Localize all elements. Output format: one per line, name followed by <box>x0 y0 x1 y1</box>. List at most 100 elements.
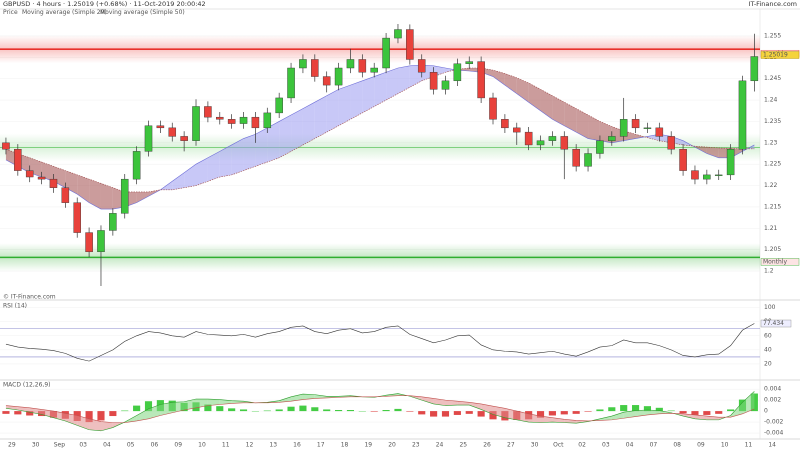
x-tick-label: 11 <box>222 442 230 449</box>
candle-body <box>144 125 153 152</box>
macd-cloud <box>172 401 185 413</box>
x-tick-label: Sep <box>54 442 66 449</box>
last-price-box <box>760 51 800 59</box>
candle-body <box>714 174 723 176</box>
candle-body <box>85 232 93 253</box>
ma-cloud <box>219 144 232 178</box>
x-tick-label: 11 <box>745 442 753 449</box>
histogram-bar <box>109 411 117 417</box>
histogram-bar <box>489 411 497 420</box>
candle-body <box>608 136 616 141</box>
candle-body <box>322 76 331 86</box>
x-tick-label: 10 <box>721 442 729 449</box>
x-tick-label: 30 <box>32 442 40 449</box>
candle-body <box>275 97 283 114</box>
ma-cloud <box>279 115 292 158</box>
ma-cloud <box>706 147 719 158</box>
histogram-bar <box>584 411 592 412</box>
histogram-bar <box>418 411 426 415</box>
histogram-bar <box>596 409 604 412</box>
candle-body <box>465 61 474 64</box>
histogram-bar <box>299 405 307 412</box>
ma-cloud <box>397 65 410 94</box>
macd-cloud <box>599 416 612 421</box>
histogram-bar <box>465 411 473 414</box>
candle-body <box>619 119 628 137</box>
candle-body <box>346 59 355 69</box>
macd-cloud <box>17 406 30 413</box>
histogram-bar <box>335 410 343 412</box>
candle-body <box>287 67 295 99</box>
histogram-bar <box>632 405 640 412</box>
y-tick-label: -0.004 <box>764 430 784 437</box>
macd-cloud <box>540 416 553 423</box>
macd-cloud <box>528 413 541 423</box>
histogram-bar <box>548 411 556 416</box>
candle-body <box>132 151 141 180</box>
ma-cloud <box>136 191 149 203</box>
ma-cloud <box>267 121 280 163</box>
candle-body <box>750 56 759 82</box>
candle-body <box>37 176 46 180</box>
y-tick-label: 1.2 <box>764 268 774 275</box>
macd-line <box>5 395 755 423</box>
last-price-label: 1.25019 <box>763 52 788 59</box>
moving-average <box>5 64 755 210</box>
candle-body <box>73 202 81 233</box>
x-tick-label: 13 <box>269 442 277 449</box>
x-tick-label: 05 <box>127 442 135 449</box>
histogram-bar <box>263 410 271 412</box>
histogram-bar <box>121 410 129 412</box>
y-tick-label: 100 <box>764 304 776 311</box>
x-tick-label: 09 <box>174 442 182 449</box>
macd-cloud <box>469 402 482 410</box>
macd-cloud <box>493 406 505 418</box>
macd-cloud <box>742 391 755 414</box>
candle-body <box>453 63 462 82</box>
candle-body <box>14 149 22 171</box>
ma-cloud <box>207 151 220 182</box>
moving-average <box>5 67 755 193</box>
candle-body <box>536 140 545 146</box>
candle-body <box>156 125 165 129</box>
macd-cloud <box>635 410 648 417</box>
ma-cloud <box>504 73 517 94</box>
candle-body <box>429 72 438 90</box>
candle-body <box>572 149 580 167</box>
macd-cloud <box>219 399 232 405</box>
y-tick-label: 1.21 <box>764 225 778 232</box>
y-tick-label: 1.235 <box>764 118 781 125</box>
candle-body <box>239 116 248 124</box>
histogram-bar <box>204 404 212 412</box>
candle-body <box>417 59 426 73</box>
macd-cloud <box>552 417 565 423</box>
histogram-bar <box>679 411 687 414</box>
macd-cloud <box>89 418 101 431</box>
histogram-bar <box>406 411 414 412</box>
ma-cloud <box>540 89 553 120</box>
histogram-bar <box>2 411 10 414</box>
y-tick-label: 1.245 <box>764 75 781 82</box>
ma-cloud <box>516 77 529 103</box>
ma-cloud <box>552 95 565 126</box>
macd-cloud <box>196 399 208 408</box>
histogram-bar <box>667 410 675 412</box>
level-tag <box>760 258 800 266</box>
macd-cloud <box>647 410 660 415</box>
histogram-bar <box>287 406 295 412</box>
candle-body <box>406 29 414 60</box>
histogram-bar <box>311 407 319 412</box>
histogram-bar <box>620 405 628 412</box>
ma-cloud <box>528 82 541 111</box>
ma-cloud <box>576 108 589 139</box>
candle-body <box>180 136 188 141</box>
macd-cloud <box>184 399 197 410</box>
ma-cloud <box>184 164 197 188</box>
y-tick-label: 60 <box>764 332 772 339</box>
histogram-bar <box>370 411 378 412</box>
histogram-bar <box>453 411 461 415</box>
ma-cloud <box>89 179 101 210</box>
y-tick-label: 0.004 <box>764 386 781 393</box>
candle-body <box>311 59 319 77</box>
